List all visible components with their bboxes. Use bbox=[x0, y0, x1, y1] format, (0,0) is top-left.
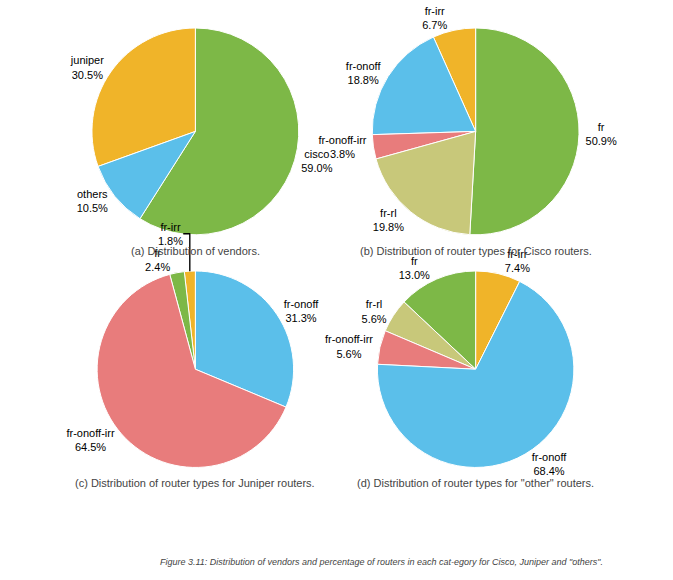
svg-text:others10.5%: others10.5% bbox=[77, 188, 108, 214]
svg-text:(c) Distribution of router typ: (c) Distribution of router types for Jun… bbox=[75, 477, 315, 489]
svg-text:cisco59.0%: cisco59.0% bbox=[301, 148, 332, 174]
svg-text:fr-onoff-irr3.8%: fr-onoff-irr3.8% bbox=[318, 134, 366, 160]
svg-text:fr-onoff18.8%: fr-onoff18.8% bbox=[346, 60, 382, 86]
svg-text:(a) Distribution of vendors.: (a) Distribution of vendors. bbox=[131, 245, 260, 257]
svg-text:fr-irr1.8%: fr-irr1.8% bbox=[158, 221, 183, 247]
svg-text:fr50.9%: fr50.9% bbox=[586, 121, 617, 147]
svg-text:juniper30.5%: juniper30.5% bbox=[70, 54, 104, 80]
svg-text:fr-rl5.6%: fr-rl5.6% bbox=[362, 298, 387, 324]
svg-text:fr13.0%: fr13.0% bbox=[399, 255, 430, 281]
svg-text:fr-irr6.7%: fr-irr6.7% bbox=[422, 5, 447, 31]
svg-text:fr-onoff31.3%: fr-onoff31.3% bbox=[284, 298, 320, 324]
svg-text:fr-onoff-irr64.5%: fr-onoff-irr64.5% bbox=[66, 427, 114, 453]
svg-text:fr-onoff68.4%: fr-onoff68.4% bbox=[532, 451, 568, 477]
svg-text:fr2.4%: fr2.4% bbox=[145, 247, 170, 273]
svg-text:(b) Distribution of router typ: (b) Distribution of router types for Cis… bbox=[360, 245, 592, 257]
svg-text:fr-rl19.8%: fr-rl19.8% bbox=[373, 207, 404, 233]
svg-text:fr-irr7.4%: fr-irr7.4% bbox=[505, 248, 530, 274]
svg-text:(d) Distribution of router typ: (d) Distribution of router types for "ot… bbox=[357, 477, 594, 489]
svg-text:Figure 3.11: Distribution of v: Figure 3.11: Distribution of vendors and… bbox=[160, 557, 603, 567]
svg-text:fr-onoff-irr5.6%: fr-onoff-irr5.6% bbox=[325, 333, 373, 359]
